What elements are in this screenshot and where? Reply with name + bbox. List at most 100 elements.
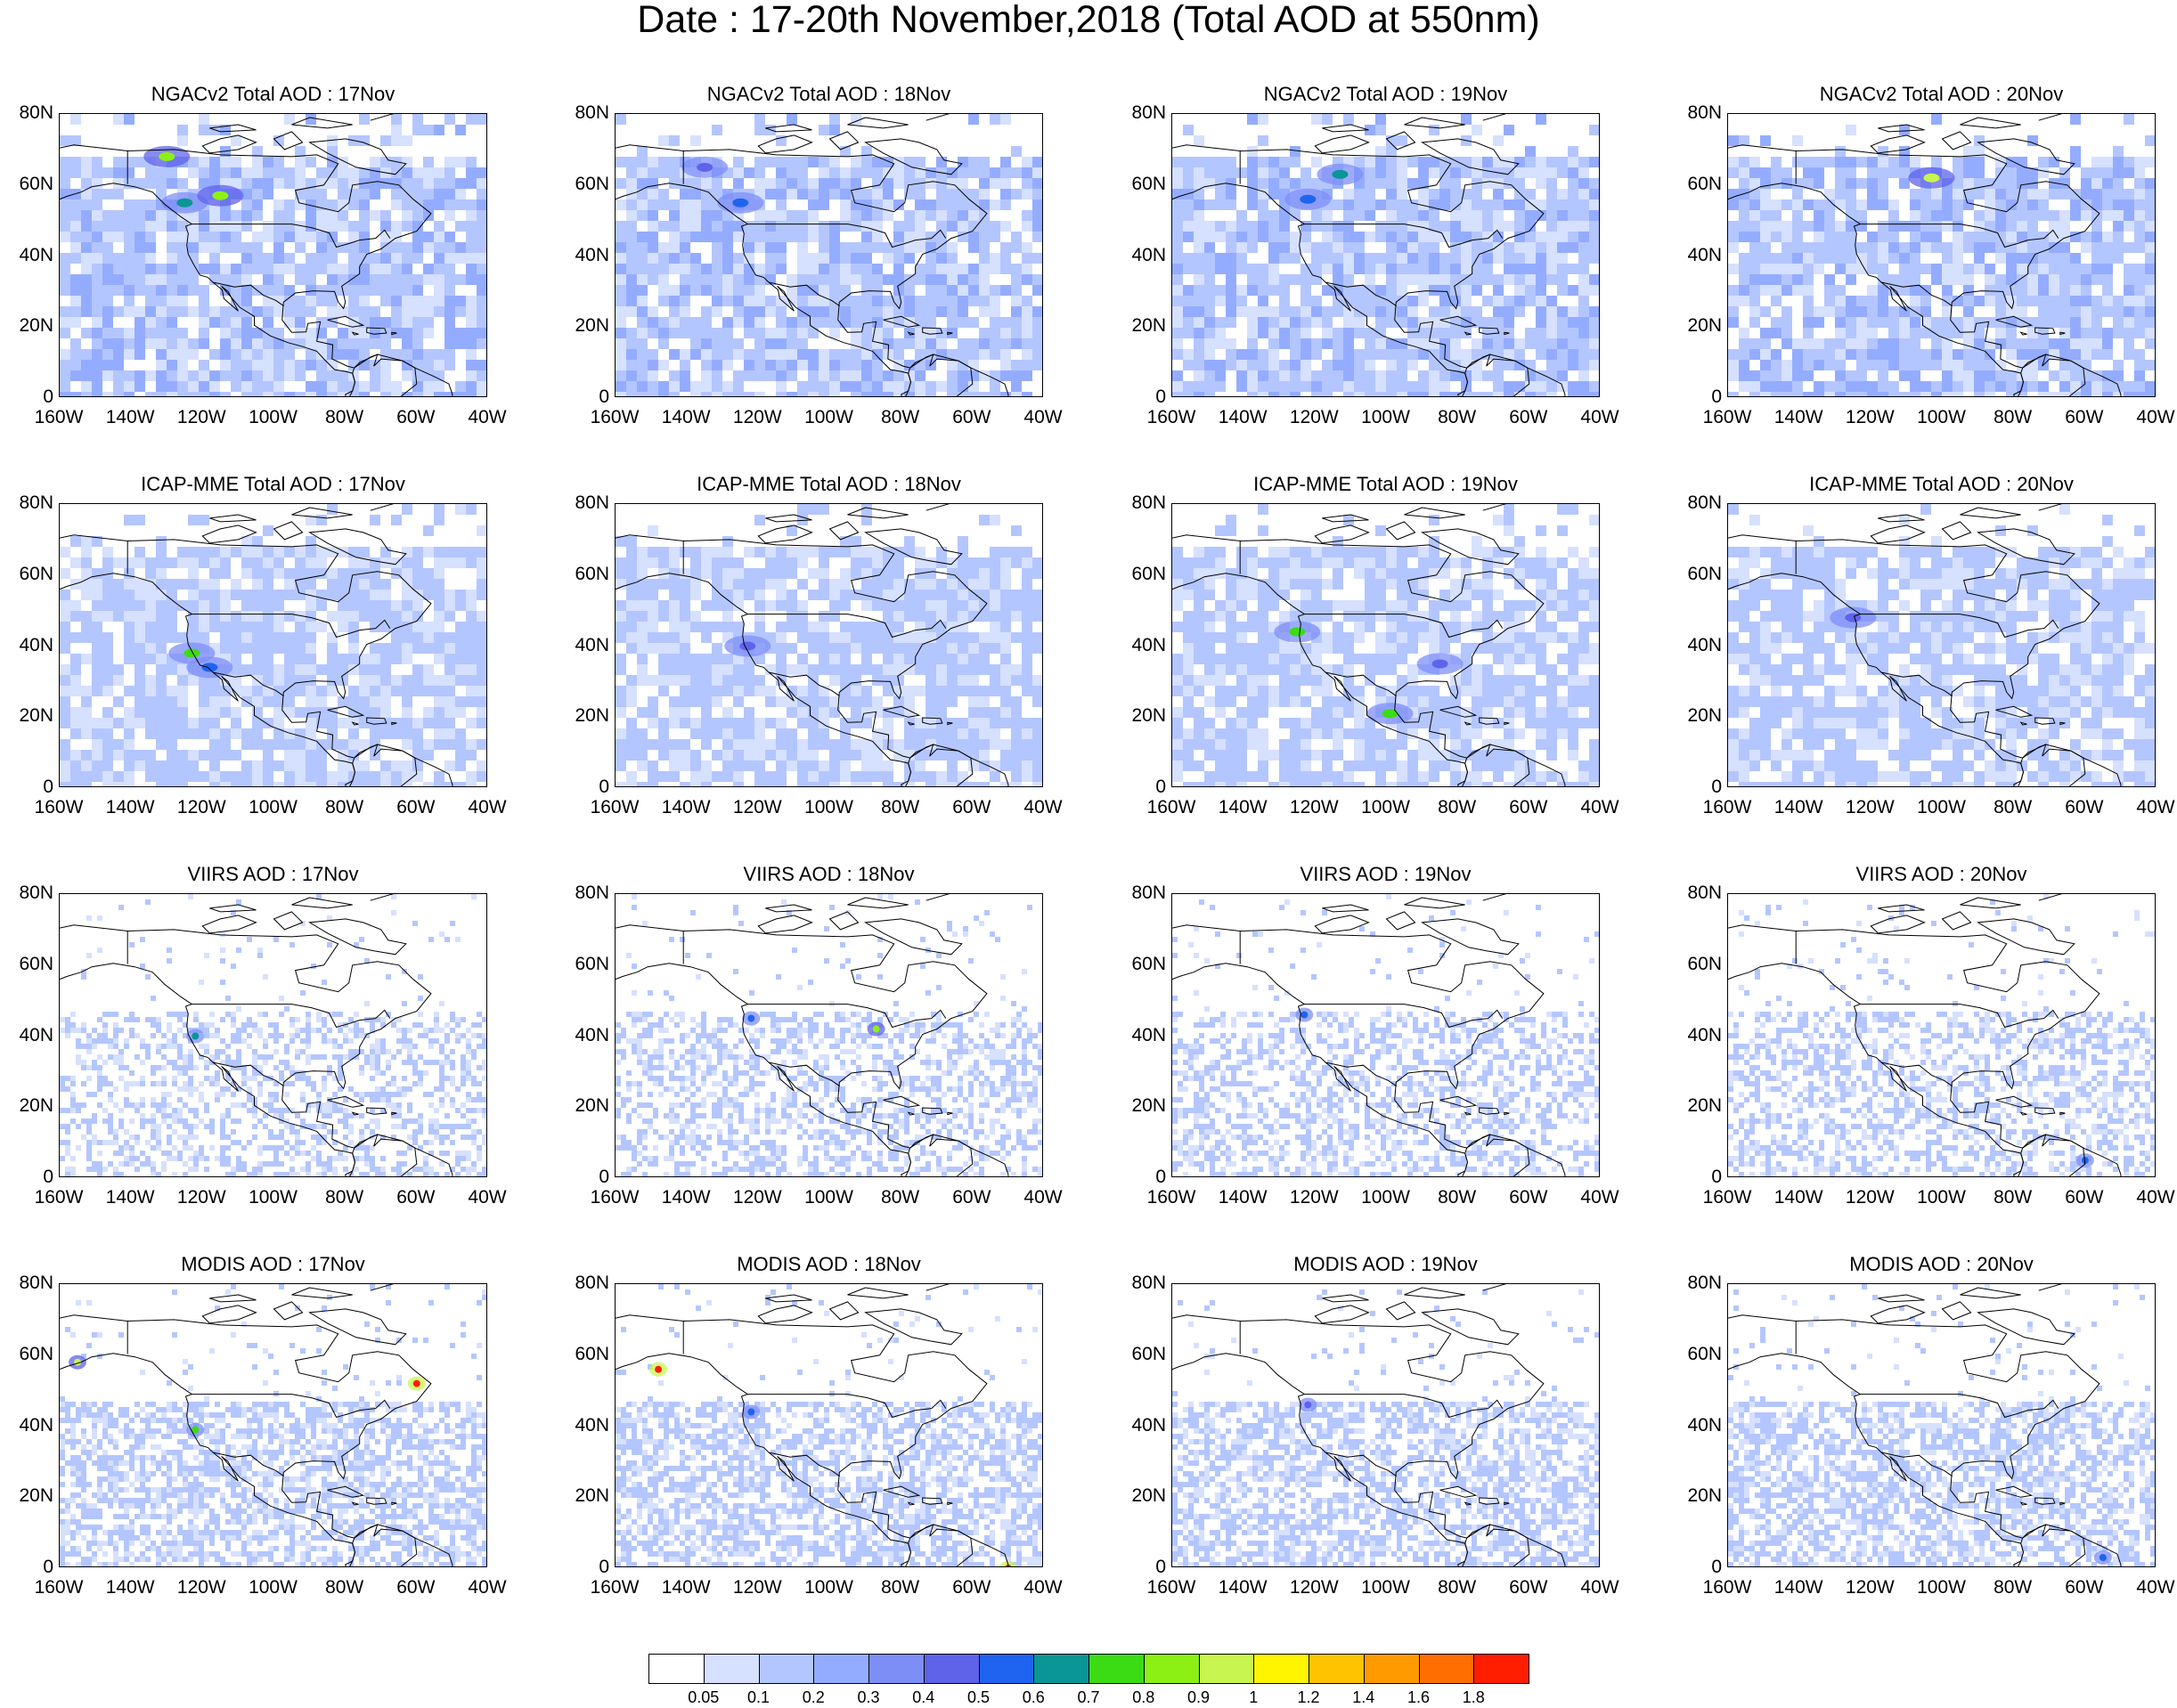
coastline <box>765 124 812 133</box>
coastline <box>366 1107 387 1115</box>
panel-title: VIIRS AOD : 17Nov <box>187 863 359 885</box>
coastline <box>1404 1287 1465 1299</box>
coastline <box>925 1284 950 1291</box>
aod-hotspot <box>655 1365 663 1373</box>
lat-tick-label: 40N <box>1687 634 1722 655</box>
aod-field <box>60 1284 486 1566</box>
coastline <box>201 525 257 544</box>
lon-tick-label: 100W <box>1917 797 1966 817</box>
lat-tick-label: 0 <box>1155 1557 1166 1577</box>
lon-tick-label: 100W <box>249 1187 298 1208</box>
lon-tick-label: 60W <box>1509 1187 1548 1208</box>
coastline <box>212 671 284 697</box>
lat-tick-label: 20N <box>19 705 53 727</box>
lon-tick-label: 80W <box>881 1577 920 1598</box>
coastline <box>351 1501 359 1506</box>
aod-map <box>1171 503 1600 787</box>
coastline <box>905 1524 974 1566</box>
lat-tick-label: 60N <box>19 173 53 194</box>
coastline <box>828 521 860 541</box>
coastline <box>765 904 812 913</box>
lon-tick-label: 80W <box>1438 797 1477 817</box>
colorbar-level-label: 0.3 <box>857 1688 880 1706</box>
colorbar-level-label: 0.05 <box>688 1688 720 1706</box>
coastline <box>883 1095 921 1108</box>
aod-hotspot <box>747 1014 755 1022</box>
lat-tick-label: 60N <box>1131 173 1166 194</box>
coastline <box>768 1061 840 1087</box>
lon-tick-label: 80W <box>325 1577 364 1598</box>
lat-tick-label: 0 <box>599 386 609 407</box>
lon-tick-label: 80W <box>881 797 920 817</box>
aod-hotspot <box>1382 709 1398 719</box>
lon-tick-label: 40W <box>1023 797 1063 817</box>
coastline <box>616 183 912 396</box>
coastline <box>922 1107 943 1115</box>
coastline <box>907 331 915 336</box>
lon-tick-label: 160W <box>1146 1187 1196 1208</box>
coastline <box>349 744 418 786</box>
lat-tick-label: 60N <box>1687 563 1722 584</box>
lat-tick-label: 20N <box>575 1485 609 1507</box>
aod-field <box>60 504 486 786</box>
coastline <box>828 911 860 931</box>
coastline <box>947 331 953 336</box>
lat-tick-label: 20N <box>1131 1485 1166 1507</box>
lat-tick-label: 0 <box>43 1557 53 1577</box>
coastline <box>1172 963 1469 1176</box>
coastline <box>1322 904 1369 913</box>
coastline <box>2038 894 2063 901</box>
lon-tick-label: 60W <box>396 1577 436 1598</box>
coastline <box>1479 1497 1500 1505</box>
coastline <box>1995 705 2034 718</box>
lon-tick-label: 140W <box>105 407 155 427</box>
colorbar-level-label: 1.4 <box>1352 1688 1375 1706</box>
coastline <box>2019 1501 2027 1506</box>
lat-tick-label: 0 <box>1711 777 1722 797</box>
lat-tick-label: 80N <box>575 882 609 903</box>
lat-tick-label: 60N <box>1687 1343 1722 1364</box>
coastline <box>864 918 963 956</box>
lon-tick-label: 40W <box>2136 797 2175 817</box>
colorbar-level-label: 1 <box>1249 1688 1259 1706</box>
lat-tick-label: 80N <box>19 1273 53 1293</box>
coastline <box>1385 131 1416 150</box>
lat-tick-label: 40N <box>1687 1414 1722 1436</box>
lon-tick-label: 100W <box>804 797 853 817</box>
lon-tick-label: 140W <box>1218 1187 1268 1208</box>
coastline <box>1880 1452 1953 1477</box>
coastline <box>828 1301 860 1321</box>
colorbar-level-label: 0.7 <box>1077 1688 1100 1706</box>
lon-tick-label: 100W <box>1917 1577 1966 1598</box>
lon-tick-label: 120W <box>1845 1187 1895 1208</box>
coastline <box>1464 331 1472 336</box>
coastline <box>1728 963 2025 1176</box>
lon-tick-label: 120W <box>732 1577 782 1598</box>
lon-tick-label: 100W <box>1361 1577 1410 1598</box>
coastline <box>1878 904 1925 913</box>
lon-tick-label: 160W <box>590 797 640 817</box>
coastline <box>2018 744 2086 786</box>
coastline <box>1172 573 1469 786</box>
coastline <box>616 924 1009 1176</box>
lat-tick-label: 20N <box>19 315 53 337</box>
lon-tick-label: 140W <box>105 1577 155 1598</box>
lat-tick-label: 40N <box>19 634 53 655</box>
lon-tick-label: 100W <box>804 1187 853 1208</box>
coastline <box>1479 327 1500 335</box>
colorbar-level-label: 0.6 <box>1022 1688 1045 1706</box>
coastline <box>1325 281 1397 307</box>
lon-tick-label: 80W <box>1994 1187 2033 1208</box>
lon-tick-label: 60W <box>952 407 991 427</box>
coastline <box>747 1004 947 1029</box>
lat-tick-label: 40N <box>1131 244 1166 265</box>
coastline <box>273 131 304 150</box>
lat-tick-label: 0 <box>1155 386 1166 407</box>
coastline <box>2034 1107 2056 1115</box>
lat-tick-label: 60N <box>1131 953 1166 974</box>
coastline <box>1314 525 1370 544</box>
colorbar-swatch <box>758 1654 815 1684</box>
lat-tick-label: 40N <box>1687 244 1722 265</box>
coastline <box>60 963 356 1176</box>
colorbar-level-label: 0.1 <box>746 1688 771 1706</box>
